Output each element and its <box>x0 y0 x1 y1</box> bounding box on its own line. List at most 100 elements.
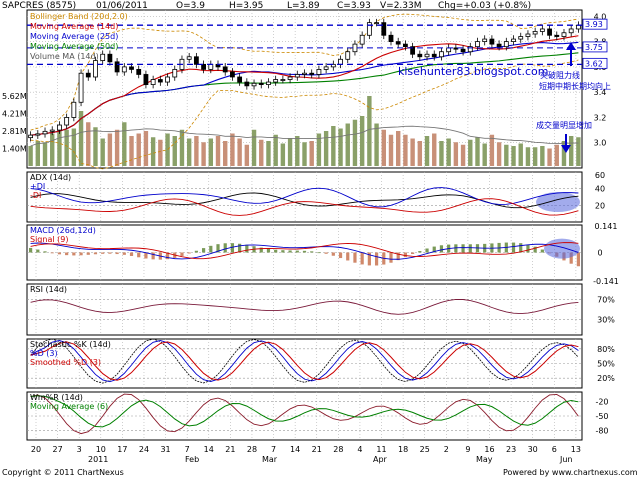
volume-bar <box>424 136 430 166</box>
macd-y-tick: -0.141 <box>593 277 619 286</box>
macd-histogram-bar <box>569 252 573 264</box>
macd-histogram-bar <box>324 252 328 254</box>
wmr-legend-item: Moving Average (6) <box>30 402 108 411</box>
candle-body <box>157 79 163 83</box>
volume-bar <box>302 142 307 166</box>
x-tick-label: 14 <box>204 445 214 454</box>
price-y-tick: 3.2 <box>594 113 607 122</box>
macd-histogram-bar <box>389 252 393 263</box>
x-tick-label: 9 <box>465 445 470 454</box>
candle-body <box>439 51 444 58</box>
adx-highlight-ellipse <box>536 192 580 212</box>
x-month-label: Jun <box>559 455 573 464</box>
candle-body <box>201 63 206 70</box>
volume-bar <box>273 134 278 166</box>
volume-bar <box>432 133 437 166</box>
candle-body <box>85 72 91 78</box>
volume-bar <box>158 139 163 166</box>
x-tick-label: 20 <box>31 445 41 454</box>
price-y-tick: 3.4 <box>594 88 607 97</box>
volume-bar <box>554 144 559 166</box>
macd-histogram-bar <box>338 252 343 259</box>
macd-histogram-bar <box>576 252 580 267</box>
macd-histogram-bar <box>526 244 530 253</box>
volume-bar <box>453 142 459 166</box>
volume-bar <box>323 131 329 166</box>
macd-histogram-bar <box>353 252 357 263</box>
volume-bar <box>439 141 444 166</box>
candle-body <box>35 133 41 136</box>
bollinger-lower <box>30 59 579 170</box>
x-tick-label: 4 <box>357 445 362 454</box>
price-y-tick: 4.0 <box>594 12 607 21</box>
candle-body <box>496 43 502 48</box>
candle-body <box>482 38 488 42</box>
volume-bar <box>338 128 343 166</box>
volume-bar <box>143 131 149 166</box>
macd-histogram-bar <box>259 247 263 253</box>
candle-body <box>121 66 127 73</box>
macd-histogram-bar <box>36 249 40 253</box>
candle-body <box>352 43 358 53</box>
volume-bar <box>367 96 372 166</box>
macd-histogram-bar <box>281 250 285 253</box>
x-tick-label: 7 <box>271 445 276 454</box>
x-tick-label: 16 <box>484 445 494 454</box>
candle-body <box>568 28 574 34</box>
candle-body <box>136 69 142 75</box>
volume-bar <box>540 146 545 166</box>
candle-body <box>165 76 170 83</box>
wmr-y-tick: -50 <box>595 412 608 421</box>
macd-signal-line <box>30 242 579 260</box>
x-tick-label: 3 <box>77 445 82 454</box>
volume-bar <box>396 131 401 166</box>
volume-bar <box>352 119 358 166</box>
x-tick-label: 23 <box>506 445 516 454</box>
x-tick-label: 21 <box>312 445 322 454</box>
x-tick-label: 18 <box>398 445 408 454</box>
candle-body <box>57 124 62 131</box>
macd-histogram-bar <box>317 252 321 254</box>
price-legend-item: Volume MA (14d) <box>30 52 99 61</box>
volume-bar <box>295 136 300 166</box>
plus-di-line <box>30 187 579 208</box>
candle-body <box>64 117 70 126</box>
macd-histogram-bar <box>310 251 314 253</box>
minus-di-line <box>30 198 579 216</box>
candle-body <box>107 53 113 63</box>
volume-bar <box>129 136 134 166</box>
candle-body <box>78 72 84 103</box>
candle-body <box>186 56 192 60</box>
x-tick-label: 2 <box>444 445 449 454</box>
macd-histogram-bar <box>79 252 83 256</box>
stoch-smoothed-d-line <box>30 341 579 381</box>
wmr-ma-line <box>30 395 579 428</box>
volume-bar <box>230 133 235 166</box>
macd-histogram-bar <box>360 252 364 265</box>
macd-histogram-bar <box>129 252 134 256</box>
volume-bar <box>410 138 415 166</box>
watermark-text: klsehunter83.blogspot.com <box>398 65 548 78</box>
volume-bar <box>194 136 199 166</box>
candle-body <box>316 69 322 75</box>
candle-body <box>143 74 149 85</box>
volume-bar <box>201 142 206 166</box>
rsi-legend-item: RSI (14d) <box>30 285 67 294</box>
candle-body <box>309 72 315 75</box>
candle-body <box>28 134 34 139</box>
volume-bar <box>417 141 423 166</box>
volume-bar <box>165 133 170 166</box>
x-tick-label: 21 <box>225 445 235 454</box>
volume-bar <box>64 129 69 166</box>
macd-histogram-bar <box>180 252 184 256</box>
macd-histogram-bar <box>165 252 170 260</box>
x-tick-label: 27 <box>53 445 63 454</box>
stoch-d-line <box>30 340 579 383</box>
volume-bar <box>403 134 408 166</box>
volume-bar <box>482 143 487 166</box>
volume-bar <box>100 138 105 166</box>
candle-body <box>417 53 423 58</box>
macd-histogram-bar <box>266 248 271 253</box>
candle-body <box>467 46 473 53</box>
macd-histogram-bar <box>461 244 465 253</box>
